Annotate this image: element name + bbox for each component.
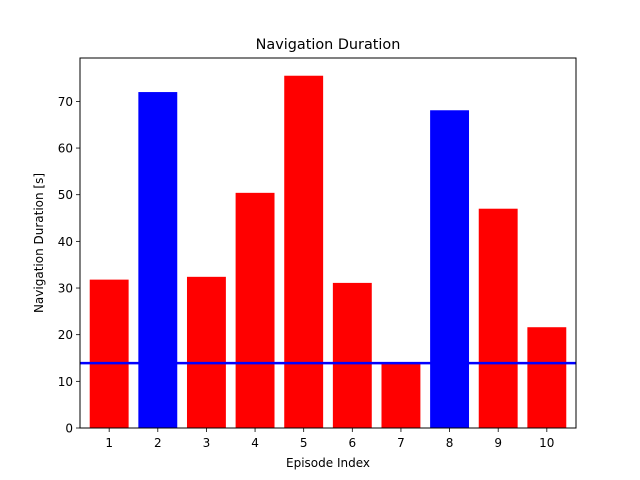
x-tick-label: 6 bbox=[348, 436, 356, 450]
y-tick-label: 30 bbox=[58, 282, 73, 296]
x-ticks-group: 1 2 3 4 5 6 7 8 9 10 bbox=[105, 428, 554, 450]
x-tick-label: 7 bbox=[397, 436, 405, 450]
x-tick-label: 5 bbox=[300, 436, 308, 450]
y-tick-label: 0 bbox=[65, 422, 73, 436]
y-tick-label: 70 bbox=[58, 95, 73, 109]
y-tick-label: 10 bbox=[58, 375, 73, 389]
bar-2 bbox=[138, 92, 178, 428]
bar-7 bbox=[381, 363, 421, 428]
y-axis-label: Navigation Duration [s] bbox=[32, 173, 46, 313]
y-ticks-group: 0 10 20 30 40 50 60 70 bbox=[58, 95, 80, 436]
x-tick-label: 9 bbox=[494, 436, 502, 450]
x-tick-label: 2 bbox=[154, 436, 162, 450]
x-tick-label: 3 bbox=[203, 436, 211, 450]
y-tick-label: 20 bbox=[58, 328, 73, 342]
x-tick-label: 4 bbox=[251, 436, 259, 450]
x-tick-label: 8 bbox=[446, 436, 454, 450]
axes-frame bbox=[79, 57, 577, 429]
bar-10 bbox=[527, 327, 567, 428]
y-tick-label: 40 bbox=[58, 235, 73, 249]
chart-title: Navigation Duration bbox=[256, 37, 401, 53]
bar-9 bbox=[478, 208, 518, 428]
x-axis-label: Episode Index bbox=[286, 456, 370, 470]
bar-1 bbox=[89, 279, 129, 428]
bar-6 bbox=[332, 282, 372, 428]
bar-3 bbox=[186, 276, 226, 428]
x-tick-label: 1 bbox=[105, 436, 113, 450]
bar-4 bbox=[235, 192, 275, 428]
bar-5 bbox=[284, 75, 324, 429]
bars-group bbox=[89, 75, 567, 429]
x-tick-label: 10 bbox=[539, 436, 554, 450]
y-tick-label: 60 bbox=[58, 142, 73, 156]
bar-8 bbox=[430, 110, 470, 428]
y-tick-label: 50 bbox=[58, 188, 73, 202]
